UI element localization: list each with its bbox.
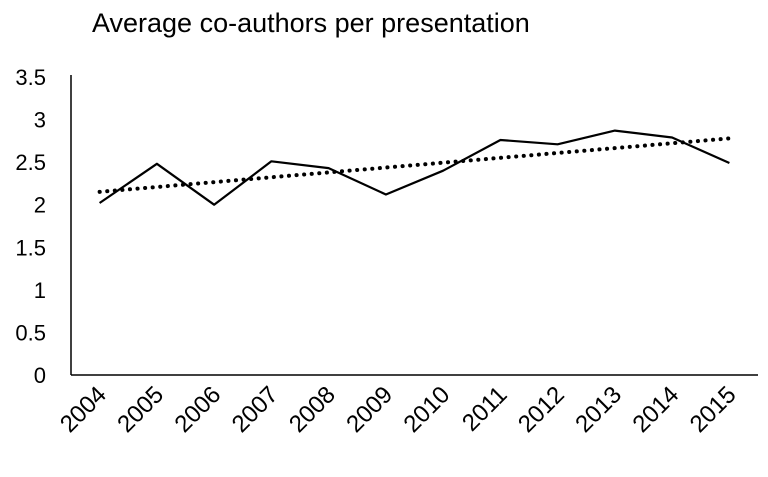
x-tick-label: 2011	[457, 381, 513, 437]
x-tick-label: 2014	[628, 381, 685, 438]
x-tick-label: 2013	[570, 381, 627, 438]
series-group	[98, 129, 730, 206]
x-tick-label: 2007	[227, 381, 284, 438]
x-tick-label: 2005	[112, 381, 169, 438]
series-line	[98, 129, 730, 206]
y-tick-label: 2	[34, 193, 46, 218]
x-tick-label: 2015	[685, 381, 742, 438]
x-tick-label: 2012	[513, 381, 570, 438]
y-axis-ticks: 0 0.5 1 1.5 2 2.5 3 3.5	[15, 65, 46, 388]
axes	[70, 75, 758, 376]
y-tick-label: 3.5	[15, 65, 46, 90]
x-tick-label: 2009	[341, 381, 398, 438]
y-tick-label: 3	[34, 108, 46, 133]
y-tick-label: 0.5	[15, 320, 46, 345]
x-tick-label: 2010	[399, 381, 456, 438]
x-tick-label: 2004	[55, 381, 112, 438]
x-axis-ticks: 2004 2005 2006 2007 2008 2009 2010 2011 2012 2013…	[55, 381, 742, 438]
x-tick-label: 2008	[284, 381, 341, 438]
chart-title: Average co-authors per presentation	[92, 8, 530, 38]
y-tick-label: 1.5	[15, 235, 46, 260]
x-tick-label: 2006	[170, 381, 227, 438]
y-tick-label: 0	[34, 363, 46, 388]
trendline	[97, 136, 732, 194]
y-tick-label: 2.5	[15, 150, 46, 175]
trendline-group	[97, 136, 732, 194]
y-tick-label: 1	[34, 278, 46, 303]
